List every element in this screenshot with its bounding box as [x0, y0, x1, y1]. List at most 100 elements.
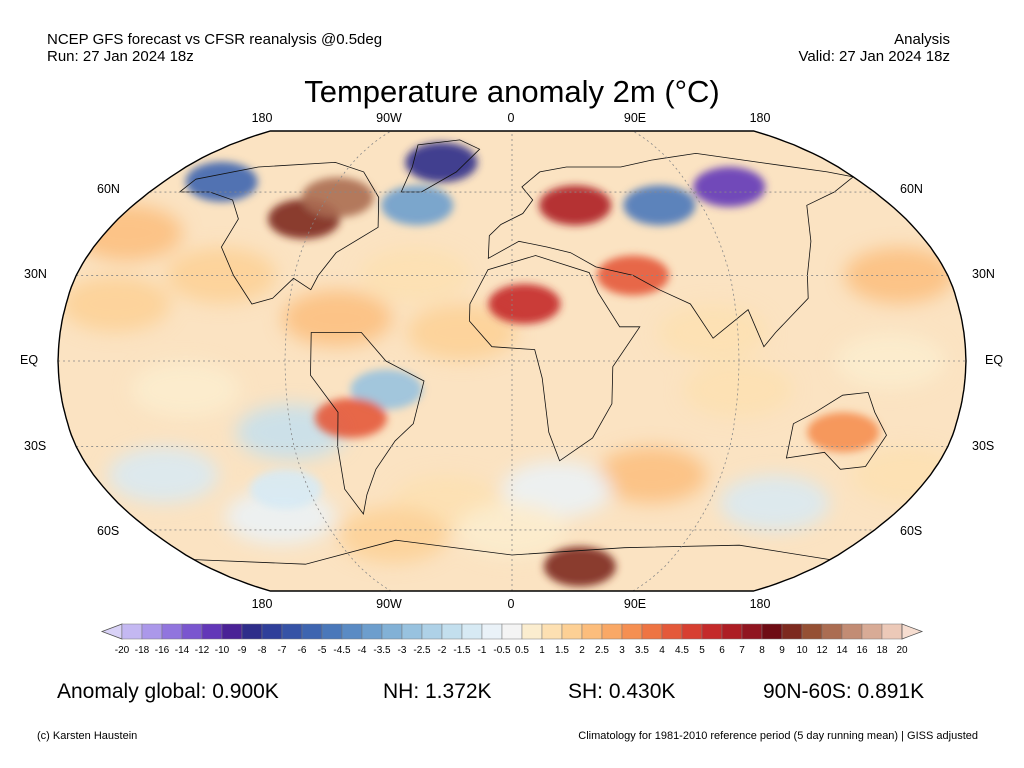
colorbar-min-arrow — [100, 623, 123, 640]
colorbar-swatch — [261, 623, 283, 640]
stat-sh: SH: 0.430K — [568, 680, 676, 703]
latitude-label: 60S — [97, 524, 120, 538]
colorbar-swatch — [581, 623, 603, 640]
colorbar-swatch — [661, 623, 683, 640]
colorbar-swatch — [121, 623, 143, 640]
longitude-label: 180 — [749, 597, 771, 611]
colorbar-swatch — [761, 623, 783, 640]
colorbar-swatch — [281, 623, 303, 640]
colorbar-tick-label: -6 — [297, 645, 307, 656]
colorbar-tick-label: -9 — [237, 645, 247, 656]
region-greenland-cold — [405, 142, 478, 183]
longitude-label: 180 — [251, 597, 273, 611]
field-spot — [502, 461, 613, 518]
colorbar-swatch — [301, 623, 323, 640]
colorbar-tick-label: -5 — [317, 645, 327, 656]
colorbar-swatch — [361, 623, 383, 640]
colorbar-tick-label: -12 — [194, 645, 210, 656]
field-spot — [596, 447, 707, 504]
region-europe-warm — [539, 185, 612, 226]
colorbar-tick-label: 1.5 — [555, 645, 569, 656]
field-spot — [360, 247, 471, 304]
colorbar-tick-label: 4 — [659, 645, 665, 656]
colorbar-swatch — [801, 623, 823, 640]
colorbar-tick-label: 3 — [619, 645, 625, 656]
colorbar-tick-label: -18 — [134, 645, 150, 656]
colorbar-swatch — [181, 623, 203, 640]
colorbar-swatch — [881, 623, 903, 640]
field-spot — [282, 290, 393, 347]
field-spot — [844, 247, 955, 304]
colorbar-swatch — [681, 623, 703, 640]
region-brazil-cold — [350, 369, 423, 410]
longitude-label: 0 — [507, 111, 515, 125]
header-model: NCEP GFS forecast vs CFSR reanalysis @0.… — [47, 31, 383, 48]
colorbar-tick-label: -2.5 — [413, 645, 431, 656]
colorbar-tick-label: 6 — [719, 645, 725, 656]
colorbar-tick-label: 5 — [699, 645, 705, 656]
stat-global: Anomaly global: 0.900K — [57, 680, 279, 703]
region-siberia-cold — [693, 166, 766, 207]
colorbar-swatch — [221, 623, 243, 640]
longitude-label: 90E — [623, 597, 647, 611]
meridian-line — [632, 130, 740, 592]
colorbar-tick-label: 1 — [539, 645, 545, 656]
header-analysis: Analysis — [894, 31, 950, 48]
colorbar-tick-label: -4 — [357, 645, 367, 656]
latitude-label: EQ — [20, 353, 39, 367]
colorbar — [100, 623, 924, 640]
latitude-label: 30S — [972, 439, 995, 453]
header-run: Run: 27 Jan 2024 18z — [47, 48, 194, 65]
colorbar-tick-label: -10 — [214, 645, 230, 656]
longitude-label: 180 — [749, 111, 771, 125]
region-central-asia-cold — [623, 185, 696, 226]
colorbar-tick-label: -16 — [154, 645, 170, 656]
colorbar-tick-label: 4.5 — [675, 645, 689, 656]
region-sahara-warm — [488, 283, 561, 324]
colorbar-tick-label: -4.5 — [333, 645, 351, 656]
colorbar-tick-label: 0.5 — [515, 645, 529, 656]
colorbar-tick-label: 16 — [856, 645, 868, 656]
field-spot — [60, 275, 171, 332]
coastline-greenland — [400, 139, 481, 193]
colorbar-tick-label: -1.5 — [453, 645, 471, 656]
colorbar-tick-label: -0.5 — [493, 645, 511, 656]
latitude-label: 60N — [900, 182, 923, 196]
colorbar-tick-label: 2.5 — [595, 645, 609, 656]
colorbar-tick-label: 3.5 — [635, 645, 649, 656]
colorbar-max-arrow — [901, 623, 924, 640]
colorbar-swatch — [201, 623, 223, 640]
region-southern-ocean-cold — [249, 469, 322, 510]
colorbar-swatch — [501, 623, 523, 640]
field-spot — [130, 361, 241, 418]
anomaly-field — [58, 131, 966, 591]
region-antarctica-warm — [543, 546, 616, 587]
graticule — [58, 130, 966, 592]
region-canada-hudson-warm — [301, 177, 374, 218]
field-spot — [719, 475, 830, 532]
longitude-label: 180 — [251, 111, 273, 125]
colorbar-swatch — [641, 623, 663, 640]
colorbar-tick-label: -14 — [174, 645, 190, 656]
colorbar-swatch — [521, 623, 543, 640]
colorbar-swatch — [621, 623, 643, 640]
colorbar-tick-label: 2 — [579, 645, 585, 656]
colorbar-swatch — [541, 623, 563, 640]
colorbar-tick-label: -20 — [114, 645, 130, 656]
field-spot — [852, 447, 963, 504]
colorbar-swatch — [141, 623, 163, 640]
colorbar-swatch — [461, 623, 483, 640]
meridian-line — [284, 130, 392, 592]
colorbar-tick-label: 10 — [796, 645, 808, 656]
colorbar-tick-label: -7 — [277, 645, 287, 656]
colorbar-tick-label: 7 — [739, 645, 745, 656]
longitude-label: 90E — [623, 111, 647, 125]
colorbar-swatch — [321, 623, 343, 640]
header-valid: Valid: 27 Jan 2024 18z — [798, 48, 950, 65]
colorbar-swatch — [821, 623, 843, 640]
page-title: Temperature anomaly 2m (°C) — [304, 74, 720, 109]
field-spot — [406, 304, 517, 361]
longitude-label: 0 — [507, 597, 515, 611]
colorbar-tick-label: 8 — [759, 645, 765, 656]
